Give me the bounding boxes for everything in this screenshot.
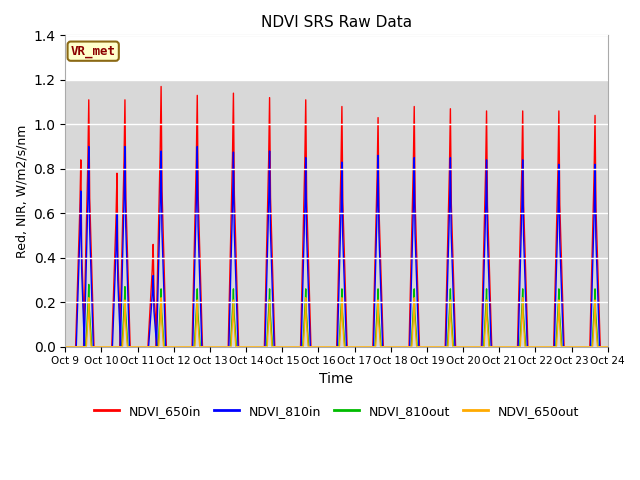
NDVI_650out — [61, 344, 69, 349]
NDVI_650out — [263, 344, 271, 349]
NDVI_650out — [604, 344, 612, 349]
NDVI_810in — [85, 144, 93, 149]
Line: NDVI_810out: NDVI_810out — [65, 285, 608, 347]
NDVI_810in — [342, 344, 350, 349]
Bar — [65, 36, 608, 80]
NDVI_650out — [191, 344, 198, 349]
NDVI_810out — [61, 344, 69, 349]
NDVI_810in — [61, 344, 69, 349]
NDVI_810out — [191, 344, 198, 349]
NDVI_810out — [85, 282, 93, 288]
Line: NDVI_650out: NDVI_650out — [65, 298, 608, 347]
NDVI_650in — [483, 108, 490, 114]
NDVI_650out — [301, 307, 309, 313]
NDVI_650in — [482, 167, 490, 173]
NDVI_810out — [604, 344, 612, 349]
NDVI_650out — [266, 309, 273, 314]
Y-axis label: Red, NIR, W/m2/s/nm: Red, NIR, W/m2/s/nm — [15, 124, 28, 258]
NDVI_810in — [447, 155, 454, 160]
NDVI_810out — [263, 344, 271, 349]
Line: NDVI_810in: NDVI_810in — [65, 146, 608, 347]
NDVI_810out — [265, 300, 273, 306]
NDVI_650in — [518, 167, 525, 173]
NDVI_810in — [604, 344, 612, 349]
NDVI_810in — [482, 204, 490, 209]
Text: VR_met: VR_met — [70, 45, 116, 58]
NDVI_810out — [301, 300, 309, 306]
NDVI_650in — [447, 106, 454, 112]
NDVI_650in — [484, 203, 492, 208]
X-axis label: Time: Time — [319, 372, 353, 386]
NDVI_810in — [518, 204, 525, 209]
NDVI_810out — [374, 286, 382, 292]
NDVI_650in — [61, 344, 69, 349]
NDVI_650in — [343, 344, 351, 349]
NDVI_810in — [483, 157, 490, 163]
Legend: NDVI_650in, NDVI_810in, NDVI_810out, NDVI_650out: NDVI_650in, NDVI_810in, NDVI_810out, NDV… — [89, 400, 584, 423]
NDVI_650in — [157, 84, 165, 89]
Title: NDVI SRS Raw Data: NDVI SRS Raw Data — [261, 15, 412, 30]
NDVI_650out — [302, 314, 310, 320]
NDVI_650out — [374, 297, 382, 303]
Line: NDVI_650in: NDVI_650in — [65, 86, 608, 347]
NDVI_650in — [604, 344, 612, 349]
NDVI_650out — [85, 295, 93, 300]
NDVI_810out — [303, 309, 310, 315]
NDVI_810in — [483, 232, 491, 238]
